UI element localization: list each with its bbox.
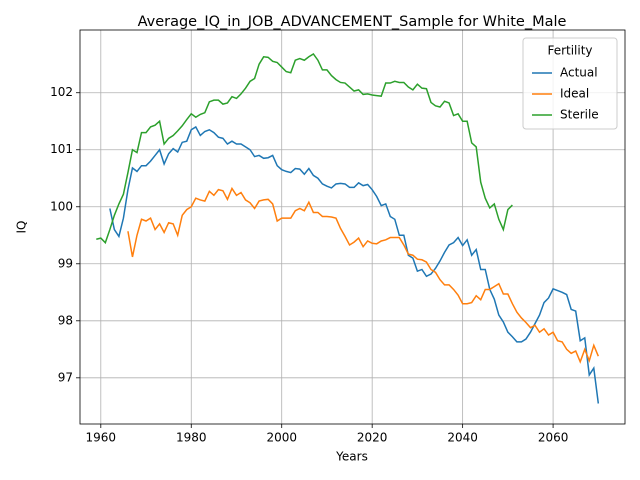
line-series xyxy=(127,186,600,364)
legend-title: Fertility xyxy=(547,44,592,58)
x-tick-label: 2020 xyxy=(357,431,388,445)
x-axis-label: Years xyxy=(335,450,368,464)
legend-box xyxy=(522,37,618,130)
y-tick-label: 102 xyxy=(50,85,73,99)
y-axis-label: IQ xyxy=(15,221,29,234)
y-tick-label: 97 xyxy=(58,370,73,384)
line-series xyxy=(96,52,513,245)
x-tick-label: 1980 xyxy=(176,431,207,445)
x-tick-label: 2000 xyxy=(266,431,297,445)
line-series xyxy=(109,125,600,404)
y-tick-label: 100 xyxy=(50,199,73,213)
chart-title: Average_IQ_in_JOB_ADVANCEMENT_Sample for… xyxy=(138,14,567,30)
x-tick-label: 2060 xyxy=(538,431,569,445)
y-tick-label: 99 xyxy=(58,256,73,270)
legend: Fertility Actual Ideal Sterile xyxy=(522,37,618,130)
legend-label: Actual xyxy=(560,66,598,80)
legend-label: Ideal xyxy=(560,87,589,101)
x-tick-label: 1960 xyxy=(86,431,117,445)
y-tick-label: 98 xyxy=(58,313,73,327)
plot-frame xyxy=(79,29,626,425)
legend-label: Sterile xyxy=(560,108,599,122)
x-tick-label: 2040 xyxy=(447,431,478,445)
y-tick-label: 101 xyxy=(50,142,73,156)
